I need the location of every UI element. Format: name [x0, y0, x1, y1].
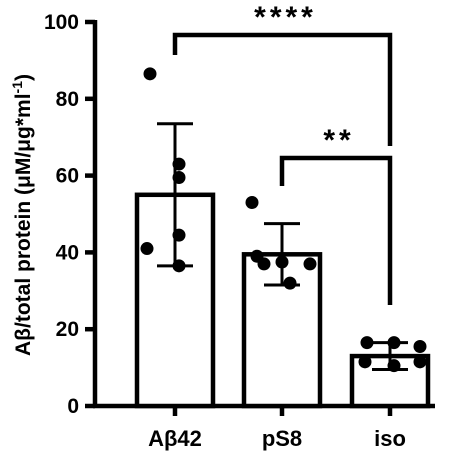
data-point: [387, 359, 401, 373]
y-tick-label: 100: [44, 11, 79, 34]
data-point: [172, 259, 186, 273]
data-point: [360, 336, 374, 350]
data-point: [172, 157, 186, 171]
y-axis-label-unit: μM/μg*ml: [12, 93, 35, 188]
y-tick-label: 40: [56, 241, 79, 264]
data-point: [172, 171, 186, 185]
y-axis-label: Aβ/total protein (μM/μg*ml-1): [9, 74, 35, 356]
data-point: [303, 257, 317, 271]
y-tick-label: 60: [56, 165, 79, 188]
bars: [134, 192, 431, 409]
data-point: [387, 336, 401, 350]
x-tick-label: iso: [374, 426, 406, 451]
significance-bracket: [279, 155, 393, 305]
x-tick-label: Aβ42: [148, 426, 202, 451]
y-tick-label: 80: [56, 88, 79, 111]
y-axis-label-main: Aβ/total protein (: [12, 188, 35, 356]
data-point: [358, 355, 372, 369]
data-points: [140, 67, 427, 373]
data-point: [172, 228, 186, 242]
x-tick-label: pS8: [262, 426, 302, 451]
significance-label: ****: [254, 1, 317, 34]
data-point: [275, 255, 289, 269]
data-point: [257, 257, 271, 271]
data-point: [413, 355, 427, 369]
data-point: [413, 339, 427, 353]
y-tick-label: 20: [56, 318, 79, 341]
data-point: [245, 195, 259, 209]
bar: [241, 252, 323, 409]
axes: 0 20 40 60 80 100 Aβ42 pS8 iso: [44, 11, 435, 451]
data-point: [143, 67, 157, 81]
y-tick-label: 0: [67, 395, 79, 418]
significance-label: **: [323, 124, 354, 157]
data-point: [283, 276, 297, 290]
y-axis-label-exponent: -1: [9, 81, 25, 94]
significance-brackets: ******: [172, 1, 393, 305]
y-axis-label-close: ): [12, 74, 35, 81]
significance-bracket: [172, 32, 393, 146]
data-point: [140, 242, 154, 256]
